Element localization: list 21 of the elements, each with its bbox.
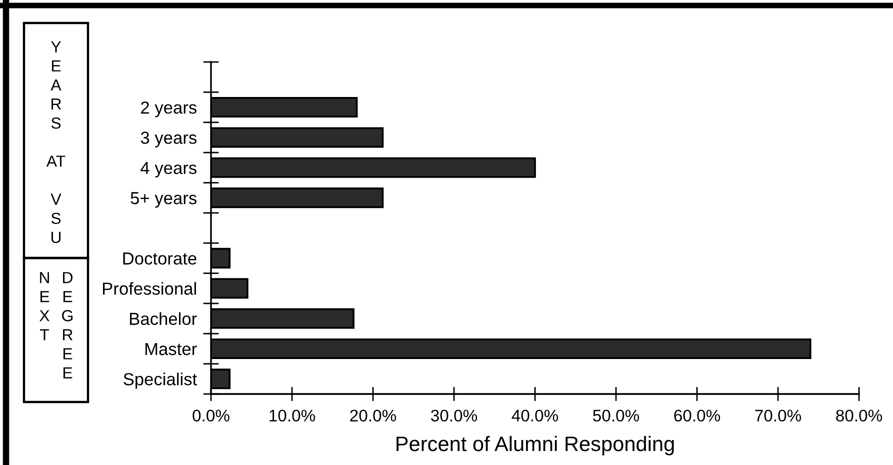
y-tick-label: Bachelor (130, 312, 197, 326)
x-tick-label: 50.0% (593, 410, 640, 422)
x-tick-label: 60.0% (674, 410, 720, 422)
y-tick-label: Professional (103, 282, 196, 295)
x-tick-label: 0.0% (192, 410, 230, 422)
x-tick-label: 80.0% (836, 410, 882, 422)
x-tick-label: 20.0% (350, 410, 396, 422)
x-tick-label: 10.0% (270, 410, 316, 422)
x-axis-title: Percent of Alumni Responding (396, 436, 674, 456)
y-tick-label: 2 years (141, 101, 196, 118)
y-tick-label: 3 years (140, 132, 196, 148)
y-tick-label: Master (145, 343, 197, 356)
y-tick-label: Doctorate (123, 252, 196, 265)
x-tick-label: 70.0% (755, 410, 802, 422)
text: NEXT DEGREE (40, 272, 73, 378)
y-tick-label: 4 years (140, 162, 196, 178)
x-tick-label: 30.0% (431, 410, 478, 422)
x-tick-label: 40.0% (512, 410, 558, 422)
text: YEARS AT VSU (46, 41, 66, 244)
y-tick-label: 5+ years (130, 192, 196, 208)
y-tick-label: Specialist (124, 372, 197, 389)
